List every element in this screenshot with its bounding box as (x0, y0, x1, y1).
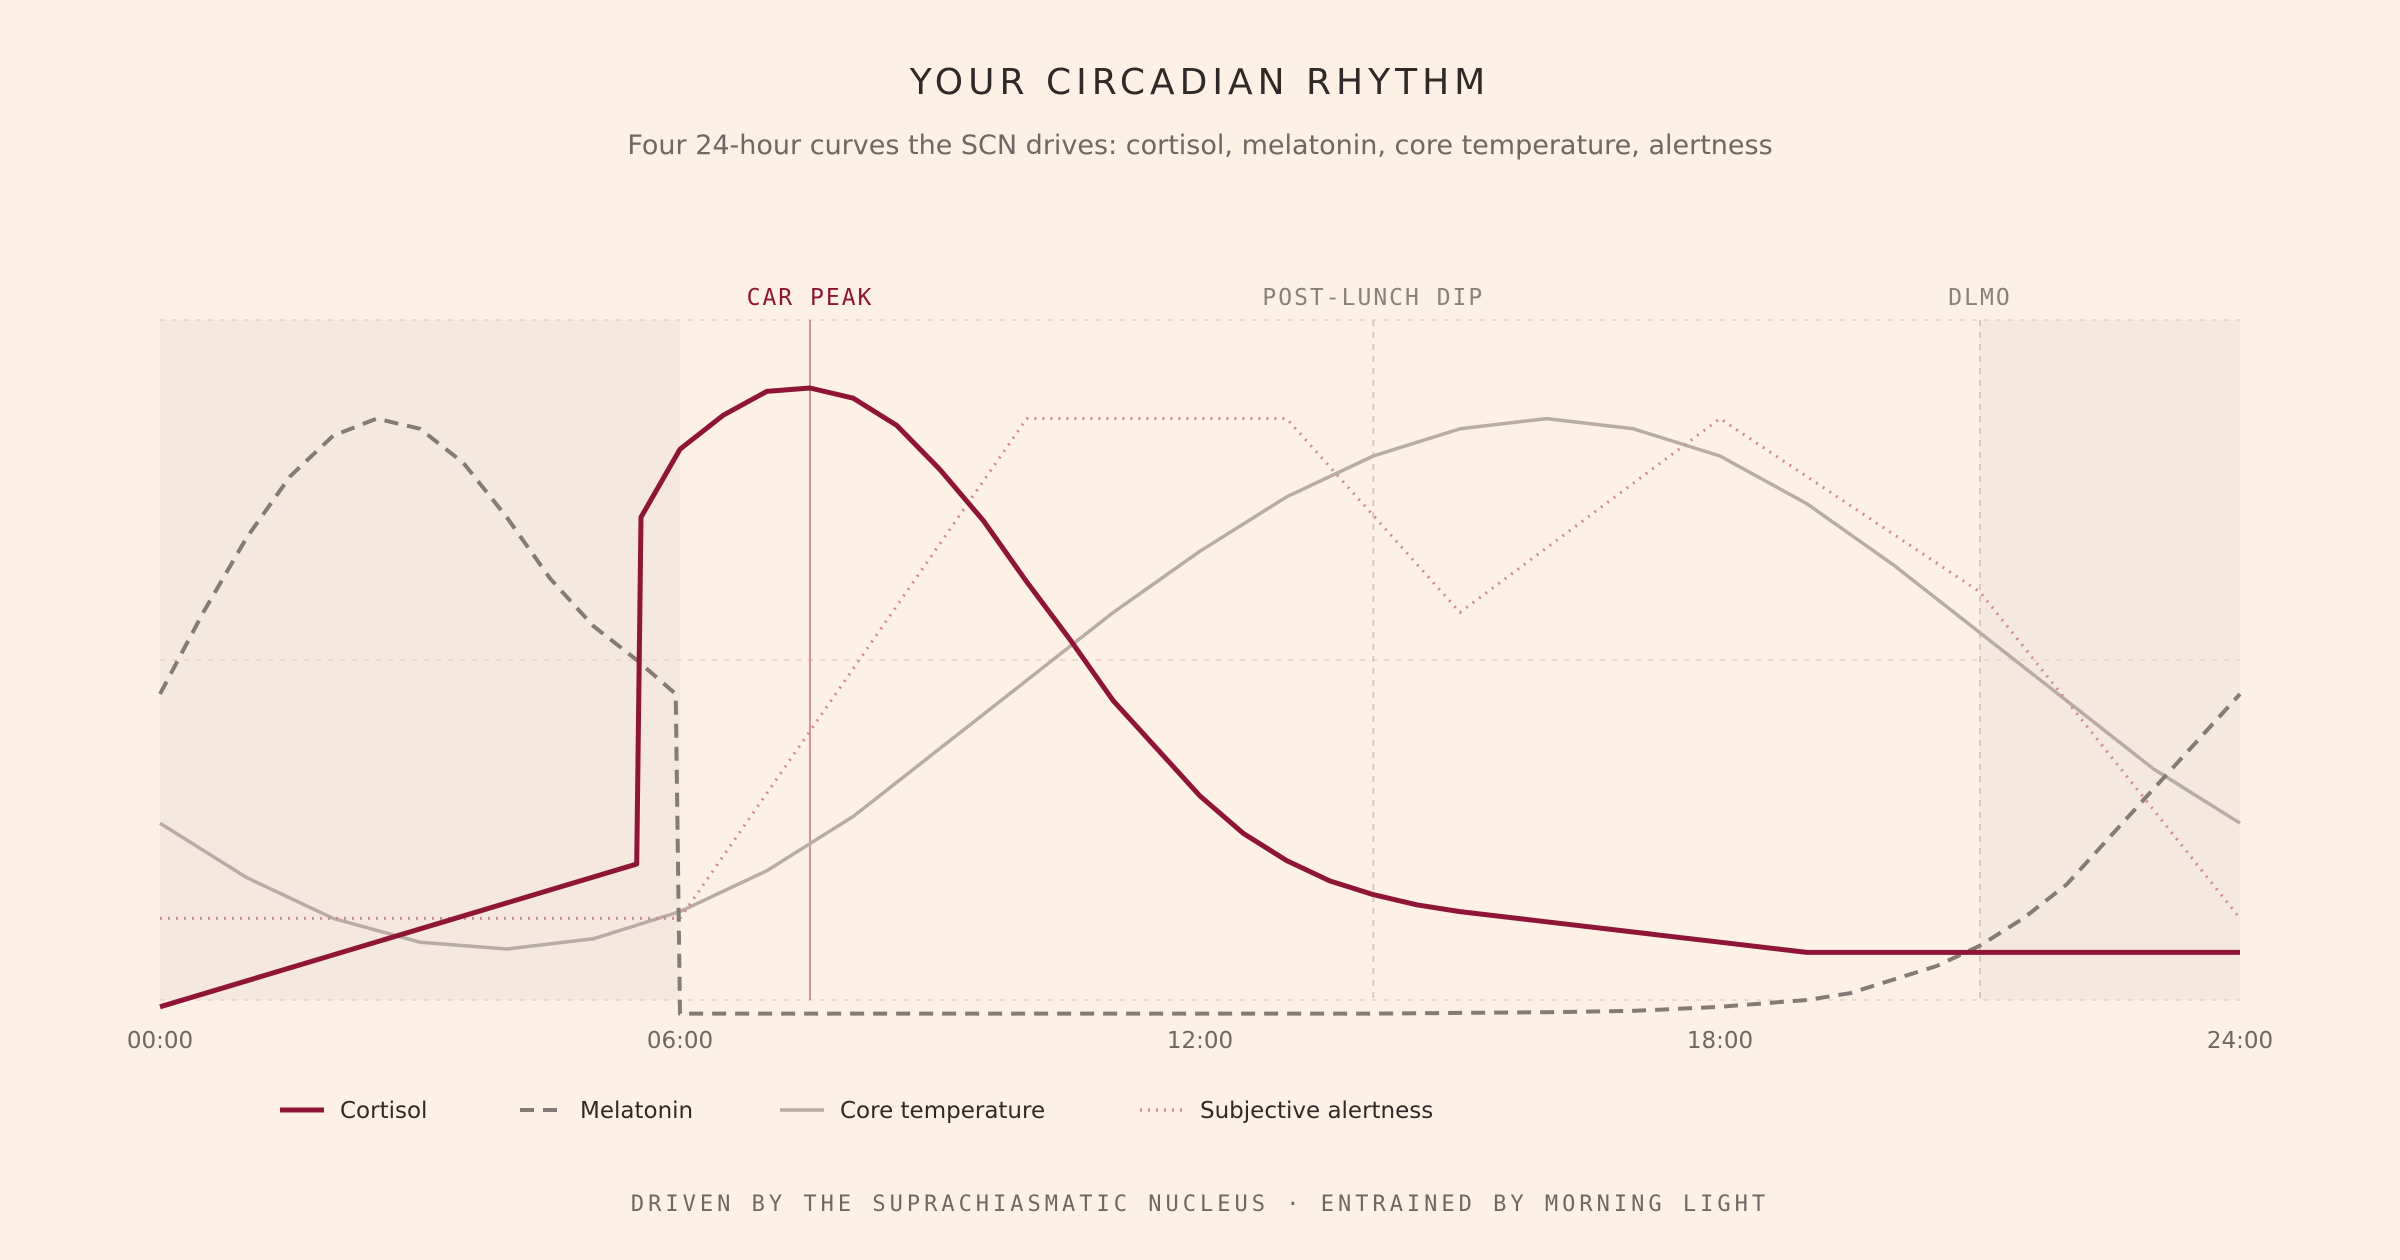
chart-footer: DRIVEN BY THE SUPRACHIASMATIC NUCLEUS · … (630, 1192, 1770, 1217)
series-line-cortisol (159, 385, 2240, 1010)
legend-item: Subjective alertness (1140, 1098, 1433, 1124)
legend-label: Cortisol (340, 1098, 427, 1124)
legend-label: Subjective alertness (1200, 1098, 1433, 1124)
x-tick-label: 12:00 (1167, 1028, 1233, 1054)
series-line-core-temperature (159, 416, 2241, 951)
x-tick-label: 06:00 (647, 1028, 713, 1054)
series-line-subjective-alertness (160, 417, 2242, 920)
legend-item: Cortisol (280, 1098, 427, 1124)
annotation-label: POST-LUNCH DIP (1262, 285, 1484, 311)
legend-label: Core temperature (840, 1098, 1045, 1124)
chart-subtitle: Four 24-hour curves the SCN drives: cort… (627, 130, 1773, 161)
x-tick-label: 18:00 (1687, 1028, 1753, 1054)
x-tick-label: 24:00 (2207, 1028, 2273, 1054)
annotation-label: CAR PEAK (747, 285, 874, 311)
legend-item: Melatonin (520, 1098, 693, 1124)
series-line-melatonin (158, 416, 2242, 1016)
night-shade-band (160, 320, 680, 1000)
legend-label: Melatonin (580, 1098, 693, 1124)
annotation-label: DLMO (1948, 285, 2011, 311)
chart-title: YOUR CIRCADIAN RHYTHM (909, 62, 1491, 103)
x-tick-label: 00:00 (127, 1028, 193, 1054)
legend-item: Core temperature (780, 1098, 1045, 1124)
